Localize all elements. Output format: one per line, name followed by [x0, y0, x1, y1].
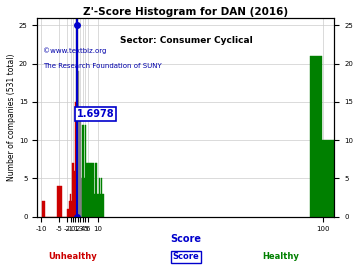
- Bar: [99, 178, 100, 217]
- Bar: [78, 110, 80, 217]
- Bar: [93, 163, 94, 217]
- Bar: [84, 178, 85, 217]
- Bar: [69, 201, 70, 217]
- Bar: [94, 194, 95, 217]
- Text: Healthy: Healthy: [262, 252, 299, 261]
- Text: The Research Foundation of SUNY: The Research Foundation of SUNY: [44, 63, 162, 69]
- Bar: [70, 194, 71, 217]
- Bar: [81, 178, 82, 217]
- Bar: [101, 178, 102, 217]
- Bar: [96, 163, 97, 217]
- Bar: [85, 125, 86, 217]
- Bar: [74, 171, 75, 217]
- Bar: [71, 201, 72, 217]
- Bar: [97, 194, 99, 217]
- Bar: [95, 163, 96, 217]
- Bar: [72, 163, 73, 217]
- Bar: [58, 186, 60, 217]
- Bar: [76, 117, 77, 217]
- X-axis label: Score: Score: [170, 234, 201, 244]
- Text: Score: Score: [172, 252, 199, 261]
- Bar: [89, 163, 90, 217]
- Bar: [82, 125, 84, 217]
- Y-axis label: Number of companies (531 total): Number of companies (531 total): [7, 53, 16, 181]
- Bar: [42, 201, 45, 217]
- Bar: [60, 186, 62, 217]
- Bar: [75, 102, 76, 217]
- Bar: [87, 163, 89, 217]
- Bar: [310, 56, 321, 217]
- Bar: [91, 163, 92, 217]
- Title: Z'-Score Histogram for DAN (2016): Z'-Score Histogram for DAN (2016): [83, 7, 288, 17]
- Text: ©www.textbiz.org: ©www.textbiz.org: [44, 48, 107, 54]
- Bar: [86, 163, 87, 217]
- Text: Sector: Consumer Cyclical: Sector: Consumer Cyclical: [120, 36, 252, 45]
- Bar: [80, 117, 81, 217]
- Bar: [77, 71, 78, 217]
- Bar: [100, 194, 101, 217]
- Text: Unhealthy: Unhealthy: [49, 252, 98, 261]
- Bar: [67, 209, 70, 217]
- Bar: [322, 140, 334, 217]
- Text: 1.6978: 1.6978: [77, 109, 114, 119]
- Bar: [102, 194, 104, 217]
- Bar: [90, 163, 91, 217]
